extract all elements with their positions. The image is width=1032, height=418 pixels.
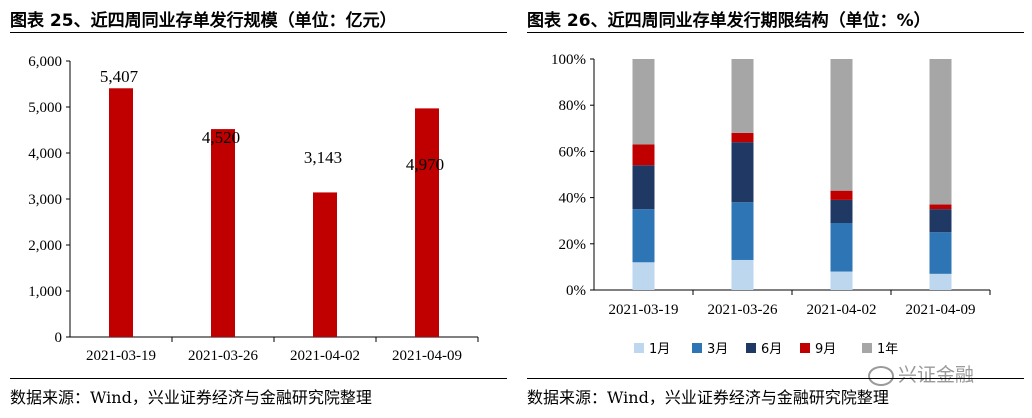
left-x-tick-label: 2021-04-09: [392, 348, 462, 364]
left-y-tick-label: 2,000: [28, 238, 62, 254]
right-segment-2: [929, 232, 952, 274]
right-x-tick-label: 2021-04-09: [906, 302, 976, 318]
right-y-tick-label: 20%: [559, 237, 587, 253]
wechat-icon: [868, 365, 894, 386]
left-data-label: 5,407: [100, 67, 139, 86]
left-y-tick-label: 0: [55, 330, 63, 346]
left-source-rule: [10, 378, 507, 379]
right-segment-4: [632, 144, 655, 166]
left-title-rule: [10, 32, 507, 33]
right-segment-1: [830, 271, 853, 290]
left-data-label: 3,143: [304, 148, 342, 167]
left-bar: [211, 129, 235, 337]
left-y-tick-label: 5,000: [28, 100, 62, 116]
left-x-tick-label: 2021-03-19: [86, 348, 156, 364]
legend-swatch: [634, 343, 644, 353]
watermark-text: 兴证金融: [898, 364, 975, 386]
legend-label: 3月: [707, 342, 728, 357]
right-title-rule: [527, 32, 1024, 33]
left-y-tick-label: 6,000: [28, 54, 62, 70]
right-segment-1: [632, 262, 655, 290]
right-chart-title: 图表 26、近四周同业存单发行期限结构（单位：%）: [527, 11, 931, 31]
left-y-tick-label: 4,000: [28, 146, 62, 162]
right-source: 数据来源：Wind，兴业证券经济与金融研究院整理: [527, 388, 889, 407]
watermark: 兴证金融: [868, 360, 974, 387]
legend-swatch: [800, 343, 810, 353]
right-x-tick-label: 2021-03-19: [609, 302, 679, 318]
legend-label: 6月: [761, 342, 782, 357]
right-segment-3: [731, 142, 754, 203]
right-segment-5: [632, 59, 655, 145]
right-y-tick-label: 80%: [559, 98, 587, 114]
right-segment-3: [929, 209, 952, 233]
right-x-tick-label: 2021-04-02: [807, 302, 877, 318]
legend-swatch: [862, 343, 872, 353]
legend-label: 9月: [815, 342, 836, 357]
right-segment-3: [830, 199, 853, 224]
right-x-tick-label: 2021-03-26: [708, 302, 778, 318]
right-y-tick-label: 40%: [559, 191, 587, 207]
left-bar: [109, 88, 133, 337]
right-y-tick-label: 0%: [566, 283, 586, 299]
right-y-tick-label: 100%: [551, 52, 586, 68]
right-segment-2: [830, 223, 853, 272]
legend-label: 1年: [877, 342, 898, 357]
right-segment-1: [731, 259, 754, 290]
right-segment-3: [632, 165, 655, 210]
right-segment-4: [830, 190, 853, 200]
legend-swatch: [692, 343, 702, 353]
left-bar: [313, 192, 337, 337]
right-segment-5: [731, 59, 754, 133]
right-segment-1: [929, 273, 952, 290]
left-y-tick-label: 1,000: [28, 284, 62, 300]
right-segment-5: [830, 59, 853, 191]
left-data-label: 4,520: [202, 128, 240, 147]
left-chart-title: 图表 25、近四周同业存单发行规模（单位：亿元）: [10, 11, 397, 31]
right-source-rule: [527, 378, 1024, 379]
right-segment-5: [929, 59, 952, 205]
right-segment-4: [929, 204, 952, 210]
right-y-tick-label: 60%: [559, 144, 587, 160]
right-segment-2: [632, 209, 655, 263]
left-x-tick-label: 2021-03-26: [188, 348, 258, 364]
left-x-tick-label: 2021-04-02: [290, 348, 360, 364]
left-source: 数据来源：Wind，兴业证券经济与金融研究院整理: [10, 388, 372, 407]
left-bar: [415, 108, 439, 337]
legend-label: 1月: [649, 342, 670, 357]
left-y-tick-label: 3,000: [28, 192, 62, 208]
legend-swatch: [746, 343, 756, 353]
left-bar-chart: 0 1,000 2,000 3,000 4,000 5,000 6,000 2021-03-1…: [28, 54, 479, 364]
right-segment-2: [731, 202, 754, 260]
left-data-label: 4,970: [406, 155, 444, 174]
right-stacked-chart: 0% 20% 40% 60% 80% 100% 2021-03-19 2021-03-26 20…: [551, 52, 991, 357]
right-segment-4: [731, 132, 754, 143]
